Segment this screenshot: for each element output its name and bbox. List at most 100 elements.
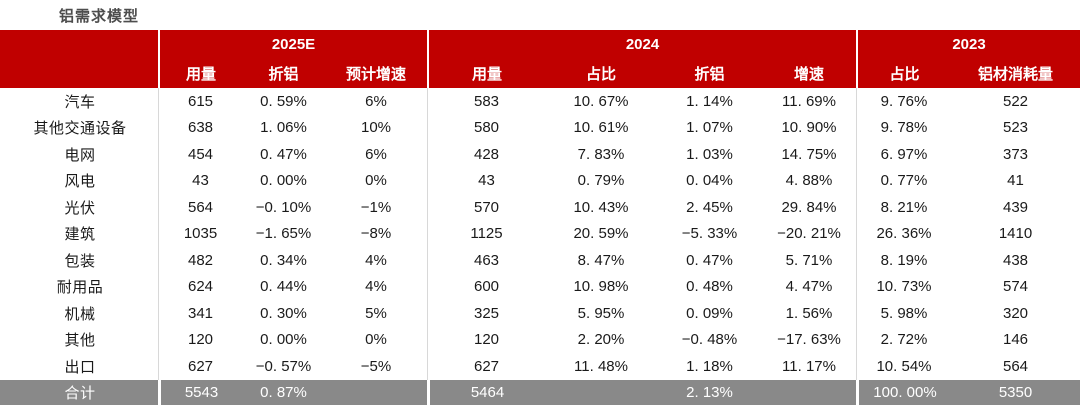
data-cell: −0. 57% <box>242 353 325 380</box>
data-cell: 10. 54% <box>856 353 951 380</box>
data-cell: 10. 98% <box>545 273 657 300</box>
data-cell: 580 <box>427 114 545 141</box>
data-cell: 9. 78% <box>856 114 951 141</box>
data-cell: 325 <box>427 300 545 327</box>
total-cell: 0. 87% <box>242 379 325 405</box>
data-cell: 624 <box>158 273 242 300</box>
data-cell: 29. 84% <box>762 194 856 221</box>
row-label: 包装 <box>0 247 158 274</box>
data-cell: 373 <box>951 141 1080 168</box>
total-cell: 2. 13% <box>657 379 762 405</box>
data-cell: 1125 <box>427 220 545 247</box>
data-cell: 6. 97% <box>856 141 951 168</box>
data-cell: 0. 48% <box>657 273 762 300</box>
data-cell: −0. 10% <box>242 194 325 221</box>
data-cell: 0. 47% <box>242 141 325 168</box>
data-cell: 0. 00% <box>242 167 325 194</box>
data-cell: 615 <box>158 88 242 115</box>
data-cell: 1. 03% <box>657 141 762 168</box>
total-cell: 5350 <box>951 379 1080 405</box>
data-cell: 5. 98% <box>856 300 951 327</box>
table-corner-cell <box>0 30 158 88</box>
data-cell: 10. 67% <box>545 88 657 115</box>
data-cell: 11. 69% <box>762 88 856 115</box>
column-group-2023: 2023 <box>856 30 1080 58</box>
row-label: 建筑 <box>0 220 158 247</box>
column-header: 用量 <box>158 58 242 88</box>
data-cell: 10. 90% <box>762 114 856 141</box>
aluminum-demand-table: 2025E 用量 折铝 预计增速 2024 用量 占比 折铝 增速 2023 占比 铝材消耗量 汽车 61… <box>0 30 1080 405</box>
total-cell <box>762 379 856 405</box>
data-cell: 41 <box>951 167 1080 194</box>
data-cell: 11. 17% <box>762 353 856 380</box>
data-cell: −1% <box>325 194 427 221</box>
data-cell: 463 <box>427 247 545 274</box>
data-cell: 1. 56% <box>762 300 856 327</box>
data-cell: 638 <box>158 114 242 141</box>
data-cell: 0. 00% <box>242 326 325 353</box>
data-cell: 10% <box>325 114 427 141</box>
row-label: 汽车 <box>0 88 158 115</box>
data-cell: 454 <box>158 141 242 168</box>
data-cell: 120 <box>427 326 545 353</box>
total-cell <box>545 379 657 405</box>
data-cell: −1. 65% <box>242 220 325 247</box>
data-cell: 0. 77% <box>856 167 951 194</box>
row-label: 其他 <box>0 326 158 353</box>
data-cell: 1410 <box>951 220 1080 247</box>
data-cell: 574 <box>951 273 1080 300</box>
data-cell: 4. 47% <box>762 273 856 300</box>
column-header: 预计增速 <box>325 58 427 88</box>
data-cell: 2. 20% <box>545 326 657 353</box>
figure-title: 铝需求模型 <box>59 7 140 25</box>
data-cell: 0% <box>325 326 427 353</box>
data-cell: −0. 48% <box>657 326 762 353</box>
column-header: 铝材消耗量 <box>951 58 1080 88</box>
data-cell: 627 <box>427 353 545 380</box>
column-group-2025e: 2025E <box>158 30 427 58</box>
data-cell: 120 <box>158 326 242 353</box>
data-cell: 1035 <box>158 220 242 247</box>
column-header: 用量 <box>427 58 545 88</box>
data-cell: 5% <box>325 300 427 327</box>
data-cell: 43 <box>427 167 545 194</box>
data-cell: 0. 47% <box>657 247 762 274</box>
column-header: 占比 <box>545 58 657 88</box>
data-cell: 10. 61% <box>545 114 657 141</box>
data-cell: 522 <box>951 88 1080 115</box>
data-cell: 0. 34% <box>242 247 325 274</box>
data-cell: 1. 14% <box>657 88 762 115</box>
data-cell: 0. 59% <box>242 88 325 115</box>
column-header: 折铝 <box>657 58 762 88</box>
data-cell: 583 <box>427 88 545 115</box>
data-cell: 8. 19% <box>856 247 951 274</box>
data-cell: 570 <box>427 194 545 221</box>
data-cell: 4. 88% <box>762 167 856 194</box>
data-cell: 1. 18% <box>657 353 762 380</box>
row-label: 电网 <box>0 141 158 168</box>
data-cell: 482 <box>158 247 242 274</box>
data-cell: 2. 45% <box>657 194 762 221</box>
data-cell: −5. 33% <box>657 220 762 247</box>
data-cell: 439 <box>951 194 1080 221</box>
column-header: 占比 <box>856 58 951 88</box>
data-cell: 341 <box>158 300 242 327</box>
data-cell: 1. 07% <box>657 114 762 141</box>
data-cell: 4% <box>325 247 427 274</box>
data-cell: 9. 76% <box>856 88 951 115</box>
data-cell: 146 <box>951 326 1080 353</box>
data-cell: 0. 04% <box>657 167 762 194</box>
data-cell: 0% <box>325 167 427 194</box>
data-cell: 320 <box>951 300 1080 327</box>
column-header: 折铝 <box>242 58 325 88</box>
data-cell: 0. 79% <box>545 167 657 194</box>
data-cell: 5. 95% <box>545 300 657 327</box>
total-cell: 5464 <box>427 379 545 405</box>
data-cell: 0. 44% <box>242 273 325 300</box>
row-label: 耐用品 <box>0 273 158 300</box>
data-cell: 11. 48% <box>545 353 657 380</box>
data-cell: 564 <box>158 194 242 221</box>
data-cell: 43 <box>158 167 242 194</box>
data-cell: 20. 59% <box>545 220 657 247</box>
